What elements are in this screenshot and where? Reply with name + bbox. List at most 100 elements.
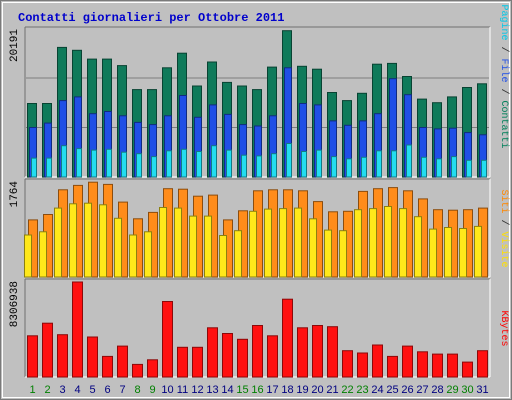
panel-bottom-side-label: KBytes — [498, 310, 509, 346]
bar-visite-day-27 — [414, 216, 422, 278]
bar-kbytes-day-15 — [237, 338, 248, 378]
bar-visite-day-23 — [354, 209, 362, 278]
bar-kbytes-day-22 — [342, 350, 353, 378]
bar-kbytes-day-7 — [117, 345, 128, 378]
bar-kbytes-day-2 — [42, 322, 53, 378]
x-tick-label-day-26: 26 — [401, 384, 413, 396]
bar-pagine-day-23 — [361, 156, 367, 178]
x-tick-label-day-18: 18 — [281, 384, 293, 396]
x-tick-label-day-7: 7 — [119, 384, 125, 396]
bar-kbytes-day-30 — [462, 361, 473, 378]
bar-kbytes-day-4 — [72, 281, 83, 378]
side-label-part: KBytes — [498, 310, 509, 346]
bar-kbytes-day-9 — [147, 359, 158, 378]
bar-pagine-day-3 — [61, 145, 67, 178]
bar-pagine-day-14 — [226, 149, 232, 178]
bar-kbytes-day-24 — [372, 344, 383, 378]
x-tick-label-day-23: 23 — [356, 384, 368, 396]
side-label-part: File — [498, 58, 510, 82]
x-tick-label-day-10: 10 — [161, 384, 173, 396]
x-tick-label-day-8: 8 — [134, 384, 140, 396]
bar-visite-day-4 — [69, 203, 77, 278]
x-tick-label-day-30: 30 — [461, 384, 473, 396]
x-tick-label-day-6: 6 — [104, 384, 110, 396]
bar-pagine-day-10 — [166, 150, 172, 178]
bar-pagine-day-5 — [91, 149, 97, 178]
bar-visite-day-8 — [129, 234, 137, 278]
bar-visite-day-7 — [114, 217, 122, 278]
bar-pagine-day-28 — [436, 158, 442, 178]
x-tick-label-day-2: 2 — [44, 384, 50, 396]
x-tick-label-day-21: 21 — [326, 384, 338, 396]
chart-title: Contatti giornalieri per Ottobre 2011 — [18, 11, 284, 25]
bar-kbytes-day-5 — [87, 336, 98, 378]
bar-kbytes-day-23 — [357, 352, 368, 378]
bar-pagine-day-17 — [271, 153, 277, 178]
bar-kbytes-day-3 — [57, 334, 68, 378]
x-tick-label-day-3: 3 — [59, 384, 65, 396]
bar-pagine-day-8 — [136, 153, 142, 178]
bar-visite-day-13 — [204, 215, 212, 278]
bar-visite-day-16 — [249, 210, 257, 278]
x-tick-label-day-19: 19 — [296, 384, 308, 396]
bar-visite-day-15 — [234, 230, 242, 278]
panel-top-ymax-label: 20191 — [9, 29, 21, 62]
x-tick-label-day-29: 29 — [446, 384, 458, 396]
side-label-part: Pagine — [498, 4, 510, 40]
bar-pagine-day-16 — [256, 155, 262, 178]
bar-kbytes-day-18 — [282, 298, 293, 378]
bar-visite-day-30 — [459, 228, 467, 278]
bar-visite-day-19 — [294, 207, 302, 278]
bar-kbytes-day-17 — [267, 335, 278, 378]
x-tick-label-day-22: 22 — [341, 384, 353, 396]
panel-top-side-label: Pagine / File / Contatti — [498, 4, 510, 148]
bar-kbytes-day-20 — [312, 325, 323, 378]
bar-visite-day-14 — [219, 235, 227, 278]
x-tick-label-day-28: 28 — [431, 384, 443, 396]
bar-kbytes-day-21 — [327, 326, 338, 378]
bar-pagine-day-4 — [76, 148, 82, 178]
panel-middle-side-label: Siti / Visite — [498, 189, 510, 267]
bar-kbytes-day-31 — [477, 350, 488, 378]
bar-pagine-day-7 — [121, 151, 127, 178]
bar-kbytes-day-27 — [417, 351, 428, 378]
bar-kbytes-day-14 — [222, 333, 233, 378]
bar-kbytes-day-25 — [387, 355, 398, 378]
bar-pagine-day-21 — [331, 156, 337, 178]
x-tick-label-day-13: 13 — [206, 384, 218, 396]
bar-visite-day-2 — [39, 231, 47, 278]
x-tick-label-day-24: 24 — [371, 384, 383, 396]
bar-visite-day-20 — [309, 218, 317, 278]
bar-pagine-day-9 — [151, 156, 157, 178]
bar-visite-day-1 — [24, 234, 32, 278]
bar-visite-day-28 — [429, 228, 437, 278]
bar-pagine-day-18 — [286, 143, 292, 178]
bar-visite-day-26 — [399, 208, 407, 278]
bar-kbytes-day-11 — [177, 346, 188, 378]
bar-pagine-day-22 — [346, 158, 352, 178]
bar-pagine-day-30 — [466, 159, 472, 178]
bar-visite-day-25 — [384, 206, 392, 278]
x-tick-label-day-31: 31 — [476, 384, 488, 396]
bar-kbytes-day-13 — [207, 327, 218, 378]
x-tick-label-day-25: 25 — [386, 384, 398, 396]
bar-pagine-day-31 — [481, 159, 487, 178]
bar-kbytes-day-1 — [27, 335, 38, 378]
bar-visite-day-9 — [144, 231, 152, 278]
bar-visite-day-18 — [279, 208, 287, 278]
bar-visite-day-21 — [324, 229, 332, 278]
side-label-part: / — [498, 40, 510, 58]
bar-kbytes-day-8 — [132, 363, 143, 378]
bar-kbytes-day-26 — [402, 345, 413, 378]
x-tick-label-day-12: 12 — [191, 384, 203, 396]
side-label-part: / — [498, 213, 510, 231]
x-tick-label-day-14: 14 — [221, 384, 233, 396]
side-label-part: Siti — [498, 189, 510, 213]
bar-pagine-day-12 — [196, 151, 202, 178]
bar-kbytes-day-16 — [252, 325, 263, 378]
x-tick-label-day-5: 5 — [89, 384, 95, 396]
